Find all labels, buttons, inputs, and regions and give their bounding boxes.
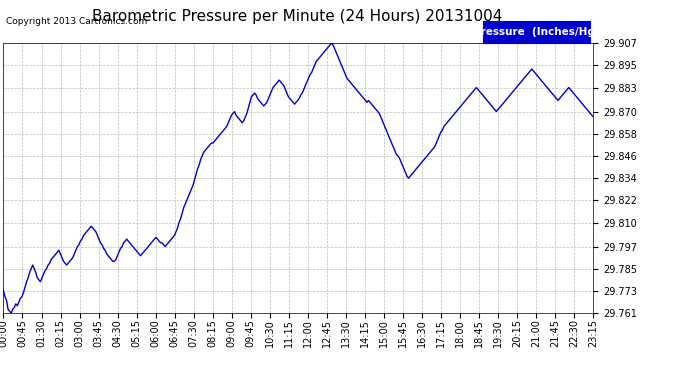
Text: Copyright 2013 Cartronics.com: Copyright 2013 Cartronics.com: [6, 17, 147, 26]
Text: Pressure  (Inches/Hg): Pressure (Inches/Hg): [473, 27, 600, 37]
Text: Barometric Pressure per Minute (24 Hours) 20131004: Barometric Pressure per Minute (24 Hours…: [92, 9, 502, 24]
